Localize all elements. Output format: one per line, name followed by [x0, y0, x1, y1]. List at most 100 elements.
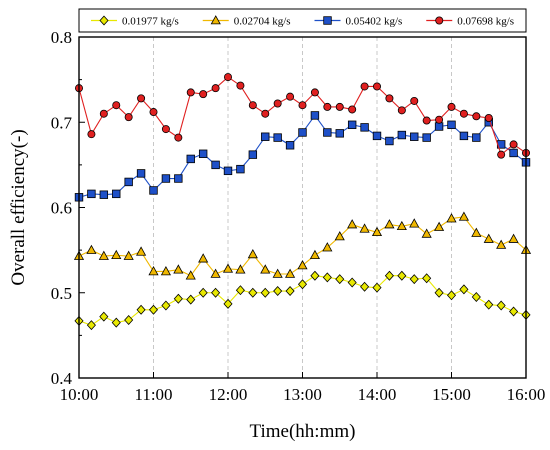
grid — [153, 37, 452, 378]
data-point — [86, 244, 97, 254]
legend: 0.01977 kg/s 0.02704 kg/s 0.05402 kg/s 0.07… — [78, 8, 527, 33]
data-point — [86, 320, 96, 331]
data-point — [322, 272, 332, 283]
y-axis-title: Overall efficiency(-) — [8, 129, 29, 285]
data-point — [112, 101, 121, 110]
data-point — [509, 140, 518, 149]
data-point — [198, 149, 208, 158]
data-point — [323, 128, 332, 137]
x-tick-label: 11:00 — [134, 385, 172, 404]
data-point — [298, 101, 307, 110]
data-point — [322, 242, 333, 252]
data-point — [160, 266, 171, 276]
legend-label: 0.01977 kg/s — [122, 16, 179, 28]
series-1 — [74, 270, 531, 331]
data-point — [347, 277, 357, 288]
data-point — [210, 268, 221, 278]
data-point — [434, 287, 444, 298]
data-point — [174, 174, 183, 183]
data-point — [186, 154, 195, 164]
data-point — [508, 233, 519, 243]
data-point — [272, 268, 283, 278]
data-point — [161, 300, 171, 311]
data-point — [384, 219, 395, 229]
data-point — [148, 304, 159, 315]
data-point — [458, 211, 469, 221]
data-point — [173, 264, 184, 274]
data-point — [396, 220, 407, 231]
x-tick-label: 15:00 — [432, 385, 471, 404]
data-point — [211, 287, 221, 298]
data-point — [248, 101, 257, 110]
legend-label: 0.02704 kg/s — [234, 16, 291, 28]
data-point — [286, 92, 295, 101]
data-point — [111, 249, 122, 260]
data-point — [471, 292, 481, 303]
data-point — [409, 218, 420, 228]
data-point — [247, 248, 258, 259]
data-point — [509, 148, 518, 158]
data-point — [446, 213, 457, 223]
data-point — [360, 123, 369, 132]
data-point — [446, 290, 457, 301]
data-point — [435, 115, 444, 124]
legend-box — [78, 8, 527, 33]
data-point — [260, 264, 271, 274]
data-point — [136, 169, 146, 178]
data-point — [211, 160, 220, 170]
y-tick-label: 0.6 — [51, 199, 72, 218]
data-point — [509, 306, 519, 317]
x-tick-label: 10:00 — [60, 385, 99, 404]
data-point — [285, 268, 296, 278]
data-point — [410, 132, 419, 141]
series-2 — [73, 211, 532, 280]
legend-entry: 0.01977 kg/s — [91, 16, 179, 28]
data-point — [223, 73, 232, 82]
y-tick-label: 0.7 — [51, 113, 73, 132]
x-tick-label: 16:00 — [507, 385, 546, 404]
data-point — [111, 317, 121, 328]
data-point — [484, 299, 494, 310]
data-point — [99, 190, 109, 199]
data-point — [397, 270, 407, 281]
data-point — [410, 96, 419, 105]
data-point — [87, 189, 96, 199]
data-point — [235, 264, 246, 274]
data-point — [372, 282, 382, 293]
data-point — [112, 189, 121, 199]
data-point — [273, 99, 282, 108]
data-point — [384, 270, 394, 281]
series-lines — [73, 73, 532, 331]
data-point — [347, 219, 358, 229]
data-point — [422, 133, 431, 142]
data-point — [422, 116, 431, 125]
data-point — [447, 102, 456, 111]
data-point — [334, 231, 345, 241]
data-point — [273, 286, 283, 297]
data-point — [447, 120, 456, 130]
data-point — [397, 106, 406, 115]
legend-label: 0.05402 kg/s — [346, 16, 403, 28]
data-point — [434, 221, 445, 231]
legend-entry: 0.05402 kg/s — [314, 16, 403, 28]
data-point — [222, 263, 234, 273]
data-point — [148, 266, 159, 276]
data-point — [248, 150, 258, 159]
data-point — [310, 111, 320, 120]
x-tick-label: 13:00 — [283, 385, 322, 404]
data-point — [198, 253, 209, 263]
series-3 — [74, 111, 531, 202]
data-point — [186, 294, 196, 305]
data-point — [174, 133, 183, 142]
data-point — [223, 166, 233, 176]
data-point — [335, 129, 344, 138]
data-point — [248, 287, 258, 298]
data-point — [385, 94, 394, 103]
data-point — [434, 122, 444, 131]
data-point — [235, 285, 245, 296]
y-tick-label: 0.8 — [51, 28, 72, 47]
data-point — [298, 128, 307, 137]
data-point — [223, 298, 233, 309]
data-point — [173, 293, 183, 304]
x-tick-label: 14:00 — [358, 385, 397, 404]
